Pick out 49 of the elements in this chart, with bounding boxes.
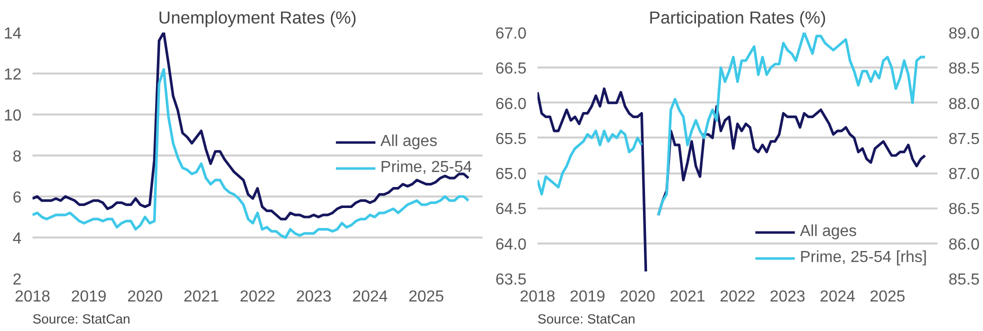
x-tick-label: 2018 [520,288,556,306]
y-tick-label: 2 [12,272,22,288]
y-tick-label: 65.0 [495,166,527,184]
source-note: Source: StatCan [538,312,636,326]
x-tick-label: 2021 [183,288,220,306]
x-tick-label: 2022 [720,288,756,306]
y-tick-label: 6 [12,190,22,206]
legend-label: Prime, 25-54 [380,159,472,177]
source-note: Source: StatCan [32,312,130,326]
y2-tick-label: 87.0 [948,166,980,184]
y2-tick-label: 86.5 [948,201,980,218]
y2-tick-label: 88.5 [948,60,980,78]
x-tick-label: 2024 [820,288,856,306]
legend-label: All ages [380,133,438,151]
x-tick-label: 2023 [296,288,332,306]
chart-title: Unemployment Rates (%) [158,8,357,28]
line-series [32,32,470,220]
legend-label: Prime, 25-54 [rhs] [800,249,927,267]
y2-tick-label: 85.5 [948,272,980,288]
y-tick-label: 65.5 [495,130,527,148]
y2-tick-label: 88.0 [948,96,980,113]
y-tick-label: 4 [12,230,22,248]
y-tick-label: 14 [4,26,22,42]
x-tick-label: 2025 [870,288,906,306]
x-tick-label: 2019 [70,288,107,306]
x-tick-label: 2020 [620,288,656,306]
y-tick-label: 66.5 [495,60,527,78]
y2-tick-label: 87.5 [948,130,980,148]
x-tick-label: 2023 [770,288,806,306]
y-tick-label: 10 [4,108,22,124]
x-tick-label: 2022 [240,288,276,306]
y-tick-label: 66.0 [495,96,527,113]
x-tick-label: 2019 [570,288,606,306]
y-tick-label: 8 [12,148,22,166]
y-tick-label: 64.0 [495,236,527,254]
x-tick-label: 2025 [408,288,444,306]
x-tick-label: 2018 [14,288,50,306]
legend-label: All ages [800,223,857,241]
x-tick-label: 2020 [127,288,163,306]
y-tick-label: 67.0 [495,26,527,42]
line-series [32,68,470,239]
y-tick-label: 63.5 [495,272,527,288]
y-tick-label: 12 [4,66,22,84]
y-tick-label: 64.5 [495,201,527,218]
x-tick-label: 2021 [670,288,706,306]
y2-tick-label: 89.0 [948,26,980,42]
x-tick-label: 2024 [352,288,388,306]
y2-tick-label: 86.0 [948,236,980,254]
chart-title: Participation Rates (%) [648,8,826,28]
